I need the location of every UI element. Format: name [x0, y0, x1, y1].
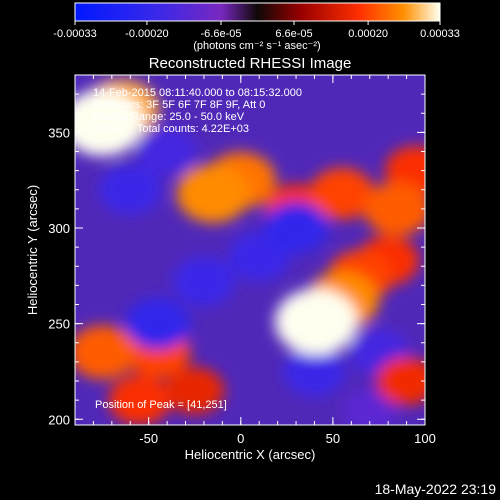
- colorbar-tick-label: 6.6e-05: [275, 28, 312, 40]
- y-tick-label: 250: [48, 317, 70, 332]
- colorbar-ticks: [74, 21, 441, 25]
- emission-feature: [176, 164, 250, 223]
- annotation-line: Detectors: 3F 5F 6F 7F 8F 9F, Att 0: [93, 99, 265, 111]
- colorbar-tick-label: 0.00033: [420, 28, 460, 40]
- negative-feature: [99, 164, 162, 215]
- chart-title: Reconstructed RHESSI Image: [149, 55, 352, 72]
- y-tick-label: 300: [48, 221, 70, 236]
- emission-feature: [165, 366, 225, 415]
- y-axis-ticks: 200 250 300 350: [48, 93, 425, 427]
- negative-feature: [342, 388, 397, 425]
- y-tick-label: 200: [48, 412, 70, 427]
- negative-feature: [125, 297, 191, 350]
- negative-feature: [263, 202, 329, 254]
- emission-feature: [75, 89, 145, 156]
- image-plot-area: [75, 75, 425, 425]
- y-axis-label: Heliocentric Y (arcsec): [25, 185, 40, 315]
- emission-feature: [108, 375, 171, 425]
- peak-position-label: Position of Peak = [41,251]: [95, 399, 227, 411]
- colorbar: [74, 2, 441, 22]
- negative-feature: [283, 346, 346, 397]
- emission-feature: [376, 356, 425, 406]
- emission-feature: [363, 181, 425, 236]
- plot-frame: [74, 74, 426, 426]
- colorbar-tick-labels: -0.00033 -0.00020 -6.6e-05 6.6e-05 0.00020 0.…: [53, 28, 460, 40]
- x-tick-label: 100: [414, 431, 436, 446]
- emission-feature: [75, 325, 137, 380]
- colorbar-units: (photons cm⁻² s⁻¹ asec⁻²): [193, 40, 320, 52]
- emission-feature: [274, 288, 358, 355]
- x-axis-label: Heliocentric X (arcsec): [185, 447, 316, 462]
- annotation-line: Energy Range: 25.0 - 50.0 keV: [93, 111, 245, 123]
- y-tick-label: 350: [48, 125, 70, 140]
- colorbar-tick-label: 0.00020: [348, 28, 388, 40]
- emission-feature: [309, 167, 375, 220]
- observation-annotations: 14-Feb-2015 08:11:40.000 to 08:15:32.000…: [93, 87, 302, 135]
- x-tick-label: 50: [326, 431, 340, 446]
- plot-timestamp: 18-May-2022 23:19: [375, 481, 497, 497]
- annotation-line: 14-Feb-2015 08:11:40.000 to 08:15:32.000: [93, 87, 302, 99]
- negative-feature: [137, 127, 197, 176]
- x-tick-label: 0: [237, 431, 244, 446]
- x-tick-label: -50: [139, 431, 158, 446]
- x-axis-ticks: -50 0 50 100: [92, 75, 436, 446]
- colorbar-tick-label: -0.00033: [53, 28, 96, 40]
- colorbar-tick-label: -0.00020: [125, 28, 168, 40]
- colorbar-tick-label: -6.6e-05: [201, 28, 242, 40]
- annotation-line: Clean Total counts: 4.22E+03: [93, 123, 249, 135]
- negative-feature: [172, 256, 235, 307]
